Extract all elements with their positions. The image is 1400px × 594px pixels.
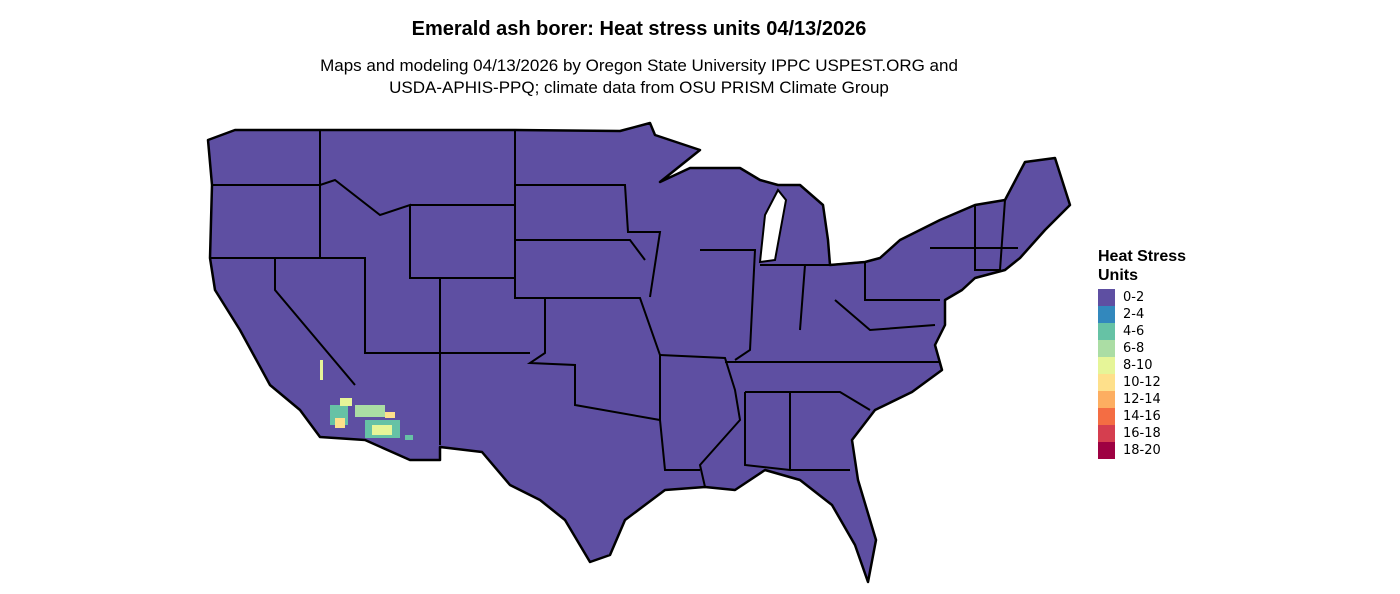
legend-label: 0-2 (1123, 290, 1145, 305)
legend-item: 12-14 (1098, 391, 1186, 408)
subtitle-line-1: Maps and modeling 04/13/2026 by Oregon S… (320, 56, 958, 75)
us-outline (206, 121, 1072, 584)
legend-label: 12-14 (1123, 392, 1161, 407)
legend-label: 18-20 (1123, 443, 1161, 458)
legend-label: 14-16 (1123, 409, 1161, 424)
legend-swatch (1098, 323, 1115, 340)
legend-swatch (1098, 408, 1115, 425)
legend-item: 16-18 (1098, 425, 1186, 442)
legend-title: Heat Stress Units (1098, 247, 1186, 285)
legend-item: 14-16 (1098, 408, 1186, 425)
legend-label: 10-12 (1123, 375, 1161, 390)
legend-swatch (1098, 357, 1115, 374)
legend-item: 2-4 (1098, 306, 1186, 323)
legend-item: 10-12 (1098, 374, 1186, 391)
subtitle-line-2: USDA-APHIS-PPQ; climate data from OSU PR… (389, 78, 889, 97)
map-title: Emerald ash borer: Heat stress units 04/… (411, 18, 867, 40)
legend: Heat Stress Units 0-2 2-4 4-6 6-8 8-10 10-12 1… (1098, 247, 1186, 459)
legend-item: 4-6 (1098, 323, 1186, 340)
state-borders (210, 130, 1018, 488)
great-lakes-notch (758, 188, 788, 264)
legend-item: 0-2 (1098, 289, 1186, 306)
legend-label: 16-18 (1123, 426, 1161, 441)
legend-items: 0-2 2-4 4-6 6-8 8-10 10-12 12-14 14-16 16-18 18-2… (1098, 289, 1186, 459)
legend-title-line-1: Heat Stress (1098, 248, 1187, 265)
hotspot-patches (320, 360, 413, 440)
legend-swatch (1098, 340, 1115, 357)
legend-label: 8-10 (1123, 358, 1153, 373)
legend-swatch (1098, 374, 1115, 391)
legend-item: 6-8 (1098, 340, 1186, 357)
legend-swatch (1098, 306, 1115, 323)
map-subtitle: Maps and modeling 04/13/2026 by Oregon S… (0, 55, 1278, 99)
legend-title-line-2: Units (1098, 267, 1138, 284)
legend-swatch (1098, 289, 1115, 306)
legend-swatch (1098, 391, 1115, 408)
legend-label: 4-6 (1123, 324, 1145, 339)
legend-swatch (1098, 442, 1115, 459)
legend-label: 2-4 (1123, 307, 1145, 322)
legend-item: 8-10 (1098, 357, 1186, 374)
legend-item: 18-20 (1098, 442, 1186, 459)
legend-swatch (1098, 425, 1115, 442)
legend-label: 6-8 (1123, 341, 1145, 356)
